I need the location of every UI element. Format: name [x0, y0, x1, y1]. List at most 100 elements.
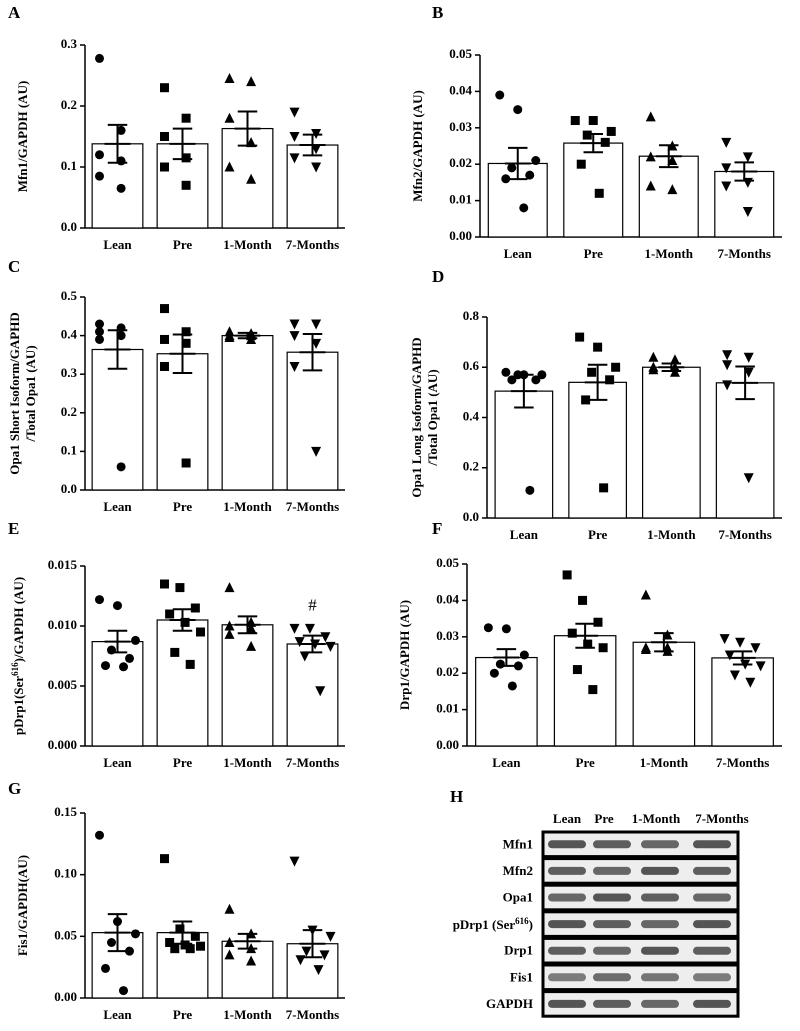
y-tick-label: 0.00: [54, 989, 77, 1004]
data-point: [95, 334, 104, 344]
data-point: [170, 944, 180, 954]
data-point: [95, 150, 104, 160]
data-point: [513, 661, 523, 671]
x-tick-label: Lean: [103, 237, 132, 252]
y-axis-label-part: pDrp1(Ser: [11, 676, 26, 735]
data-point: [224, 112, 235, 123]
panel-label: H: [450, 787, 463, 806]
data-point: [750, 643, 761, 654]
x-tick-label: Pre: [173, 237, 192, 252]
data-point: [224, 161, 235, 172]
data-point: [319, 950, 330, 961]
error-bar: [658, 362, 685, 373]
blot-row-label: Fis1: [510, 969, 533, 984]
data-point: [721, 137, 732, 148]
y-tick-label: 0.3: [61, 365, 78, 380]
error-bar: [299, 634, 326, 654]
x-tick-label: 1-Month: [647, 527, 696, 542]
data-point: [185, 944, 195, 954]
error-bar: [655, 144, 682, 169]
y-tick-label: 0.04: [449, 82, 472, 97]
data-point: [289, 623, 300, 634]
y-tick-label: 0.3: [61, 36, 78, 51]
data-point: [246, 173, 257, 184]
y-tick-label: 0.00: [449, 228, 472, 243]
y-axis-label: Mfn2/GAPDH (AU): [410, 90, 425, 202]
x-tick-label: 7-Months: [286, 499, 339, 514]
data-point: [605, 375, 615, 385]
data-point: [224, 73, 235, 84]
data-point: [507, 375, 517, 385]
blot-band: [693, 893, 731, 902]
blot-row-label: pDrp1 (Ser616): [453, 916, 533, 932]
error-bar: [732, 365, 759, 401]
x-tick-label: 1-Month: [223, 499, 272, 514]
y-tick-label: 0.00: [436, 737, 459, 752]
data-point: [722, 350, 733, 361]
data-point: [721, 181, 732, 192]
blot-band: [593, 840, 631, 849]
error-bar: [104, 123, 131, 164]
data-point: [95, 595, 104, 605]
x-tick-label: Pre: [576, 755, 595, 770]
y-tick-label: 0.0: [61, 219, 77, 234]
blot-band: [548, 866, 586, 875]
x-tick-label: 7-Months: [286, 237, 339, 252]
y-tick-label: 0.5: [61, 288, 78, 303]
bar: [715, 382, 775, 519]
data-point: [224, 937, 235, 947]
data-point: [185, 659, 195, 669]
data-point: [95, 830, 104, 840]
data-point: [304, 623, 315, 634]
data-point: [289, 107, 300, 118]
bar: [221, 335, 274, 491]
blot-column-label: Lean: [553, 811, 582, 826]
y-tick-label: 0.1: [61, 158, 77, 173]
x-tick-label: Pre: [588, 527, 607, 542]
bar: [475, 656, 538, 747]
error-bar: [104, 329, 131, 370]
y-tick-label: 0.2: [463, 459, 479, 474]
data-point: [299, 651, 310, 662]
data-point: [160, 83, 169, 93]
data-point: [722, 380, 733, 391]
data-point: [116, 183, 126, 193]
data-point: [572, 665, 582, 675]
data-point: [645, 151, 656, 162]
y-tick-label: 0.02: [449, 155, 472, 170]
data-point: [325, 641, 336, 652]
data-point: [246, 622, 257, 633]
data-point: [107, 938, 116, 947]
blot-band: [641, 840, 679, 849]
data-point: [119, 986, 128, 996]
blot-row-label: Mfn1: [503, 836, 533, 851]
error-bar: [169, 608, 196, 632]
data-point: [599, 483, 609, 493]
data-point: [501, 174, 511, 184]
annotation: #: [308, 595, 317, 614]
data-point: [648, 351, 659, 362]
panel-label: D: [432, 267, 444, 286]
blot-band: [641, 999, 679, 1008]
blot-band: [641, 866, 679, 875]
x-tick-label: 7-Months: [718, 527, 771, 542]
blot-band: [593, 866, 631, 875]
data-point: [669, 354, 680, 365]
data-point: [160, 579, 169, 589]
data-point: [160, 304, 169, 314]
y-axis-label: Mfn1/GAPDH (AU): [15, 81, 30, 193]
data-point: [95, 53, 104, 63]
data-point: [196, 627, 205, 637]
blot-band: [693, 946, 731, 955]
bar: [221, 127, 274, 229]
y-tick-label: 0.015: [48, 557, 78, 572]
blot-band: [693, 973, 731, 982]
bar: [638, 155, 699, 238]
data-point: [180, 940, 190, 950]
data-point: [181, 338, 191, 348]
data-point: [160, 162, 169, 172]
data-point: [562, 570, 572, 580]
data-point: [224, 582, 235, 593]
data-point: [246, 640, 257, 651]
data-point: [501, 367, 511, 377]
